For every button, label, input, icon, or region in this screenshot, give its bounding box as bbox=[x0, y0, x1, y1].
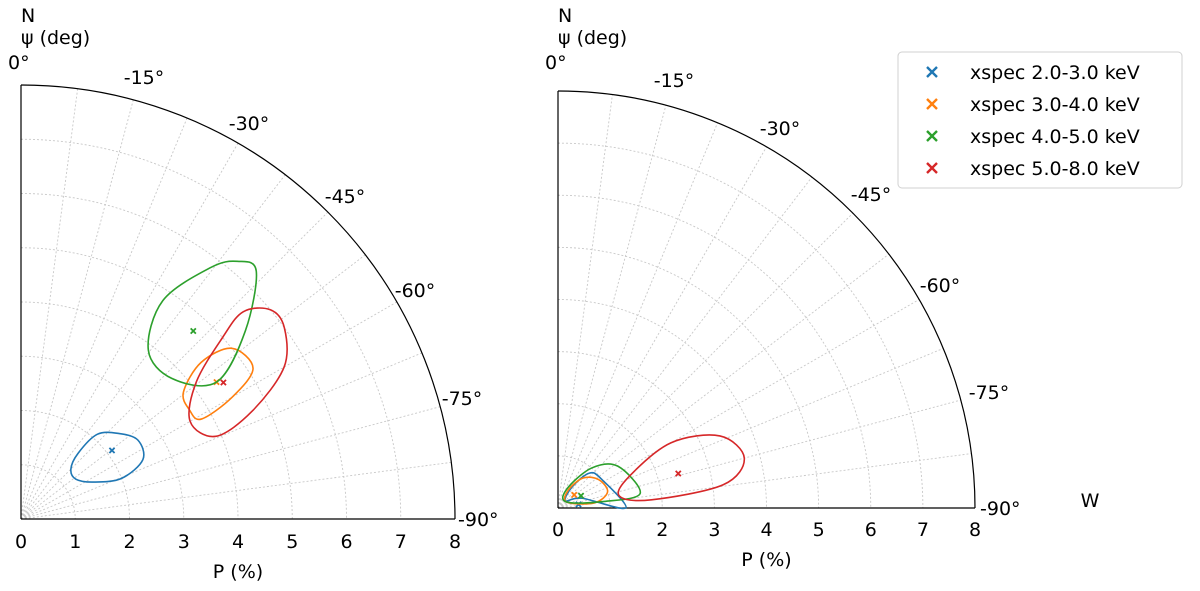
angular-gridline bbox=[20, 461, 452, 520]
angle-tick-label: -75° bbox=[442, 388, 483, 410]
confidence-contour bbox=[147, 260, 258, 387]
angular-gridline bbox=[20, 301, 398, 520]
angle-axis-label: ψ (deg) bbox=[558, 27, 627, 49]
legend-label: xspec 3.0-4.0 keV bbox=[970, 94, 1140, 116]
r-tick-label: 8 bbox=[449, 531, 461, 553]
angular-gridline bbox=[557, 212, 854, 509]
r-tick-label: 4 bbox=[232, 531, 244, 553]
r-tick-label: 8 bbox=[969, 519, 981, 541]
north-label: N bbox=[558, 5, 572, 27]
confidence-contour bbox=[564, 471, 627, 510]
confidence-contour bbox=[617, 434, 746, 502]
r-tick-label: 2 bbox=[123, 531, 135, 553]
angle-tick-label: -45° bbox=[325, 186, 366, 208]
legend-marker bbox=[926, 130, 938, 142]
angle-tick-label: -45° bbox=[851, 184, 892, 206]
left-polar-panel: Nψ (deg) 0° -15° -30° -45° -60° -75° -90° 0 1 2 3 4 5… bbox=[8, 5, 499, 583]
angular-gridline bbox=[20, 352, 423, 520]
r-tick-label: 5 bbox=[813, 519, 825, 541]
legend-marker bbox=[926, 66, 938, 78]
north-label: N bbox=[21, 5, 35, 27]
r-tick-label: 1 bbox=[604, 519, 616, 541]
legend-label: xspec 2.0-3.0 keV bbox=[970, 62, 1140, 84]
r-tick-label: 7 bbox=[917, 519, 929, 541]
legend: xspec 2.0-3.0 keV xspec 3.0-4.0 keV xspec … bbox=[897, 51, 1183, 189]
angle-tick-label: 0° bbox=[545, 52, 567, 74]
angular-gridline bbox=[20, 117, 188, 520]
confidence-contour bbox=[188, 307, 288, 438]
radial-gridline bbox=[557, 142, 924, 509]
radial-gridline bbox=[20, 247, 293, 520]
angle-tick-label: -60° bbox=[395, 280, 436, 302]
angular-gridline bbox=[557, 146, 767, 509]
angular-gridline bbox=[20, 174, 286, 520]
angle-tick-label: 0° bbox=[8, 52, 30, 74]
x-axis-label: P (%) bbox=[741, 549, 791, 571]
angle-tick-label: -90° bbox=[458, 509, 499, 531]
angle-tick-label: -30° bbox=[229, 113, 270, 135]
angular-gridline bbox=[20, 211, 329, 520]
angle-tick-label: -90° bbox=[980, 498, 1021, 520]
radial-gridline bbox=[20, 301, 239, 520]
angular-gridline bbox=[20, 142, 239, 520]
angle-tick-label: -75° bbox=[969, 382, 1010, 404]
right-polar-panel: Nψ (deg) 0° -15° -30° -45° -60° -75° -90° 0 1 2 3 4 5… bbox=[545, 5, 1100, 571]
angle-tick-label: -15° bbox=[654, 70, 695, 92]
angle-tick-label: -15° bbox=[124, 67, 165, 89]
confidence-contour bbox=[182, 347, 254, 421]
r-tick-label: 0 bbox=[552, 519, 564, 541]
angular-gridline bbox=[557, 399, 961, 509]
outer-arc bbox=[557, 90, 976, 509]
west-label: W bbox=[1081, 490, 1100, 512]
angle-tick-label: -30° bbox=[760, 118, 801, 140]
radial-gridline bbox=[20, 138, 402, 520]
angular-gridline bbox=[557, 348, 944, 509]
angular-gridline bbox=[557, 299, 920, 509]
legend-label: xspec 5.0-8.0 keV bbox=[970, 158, 1140, 180]
angle-tick-label: -60° bbox=[920, 275, 961, 297]
legend-marker bbox=[926, 98, 938, 110]
data-point-marker bbox=[220, 379, 227, 386]
angular-gridline bbox=[557, 122, 718, 509]
radial-gridline bbox=[557, 299, 767, 509]
legend-label: xspec 4.0-5.0 keV bbox=[970, 126, 1140, 148]
angular-gridline bbox=[557, 94, 613, 509]
data-point-marker bbox=[190, 327, 197, 335]
confidence-contour bbox=[70, 431, 145, 483]
angular-gridline bbox=[20, 88, 79, 520]
angular-gridline bbox=[557, 253, 890, 509]
angle-axis-label: ψ (deg) bbox=[21, 27, 90, 49]
x-axis-label: P (%) bbox=[213, 561, 263, 583]
r-tick-label: 3 bbox=[178, 531, 190, 553]
legend-box bbox=[897, 51, 1183, 189]
r-tick-label: 5 bbox=[286, 531, 298, 553]
r-tick-label: 0 bbox=[15, 531, 27, 553]
data-point-marker bbox=[108, 447, 116, 454]
angular-gridline bbox=[557, 105, 667, 509]
angular-gridline bbox=[20, 99, 134, 520]
r-tick-label: 7 bbox=[395, 531, 407, 553]
r-tick-label: 3 bbox=[708, 519, 720, 541]
r-tick-label: 4 bbox=[760, 519, 772, 541]
angular-gridline bbox=[20, 254, 366, 520]
data-point-marker bbox=[577, 492, 585, 500]
data-point-marker bbox=[675, 470, 682, 477]
r-tick-label: 6 bbox=[340, 531, 352, 553]
r-tick-label: 1 bbox=[69, 531, 81, 553]
confidence-contour bbox=[561, 463, 641, 504]
angular-gridline bbox=[20, 406, 441, 520]
outer-arc bbox=[20, 84, 456, 520]
angular-gridline bbox=[557, 176, 813, 509]
r-tick-label: 2 bbox=[656, 519, 668, 541]
legend-marker bbox=[926, 162, 938, 174]
data-point-marker bbox=[570, 491, 578, 499]
r-tick-label: 6 bbox=[865, 519, 877, 541]
